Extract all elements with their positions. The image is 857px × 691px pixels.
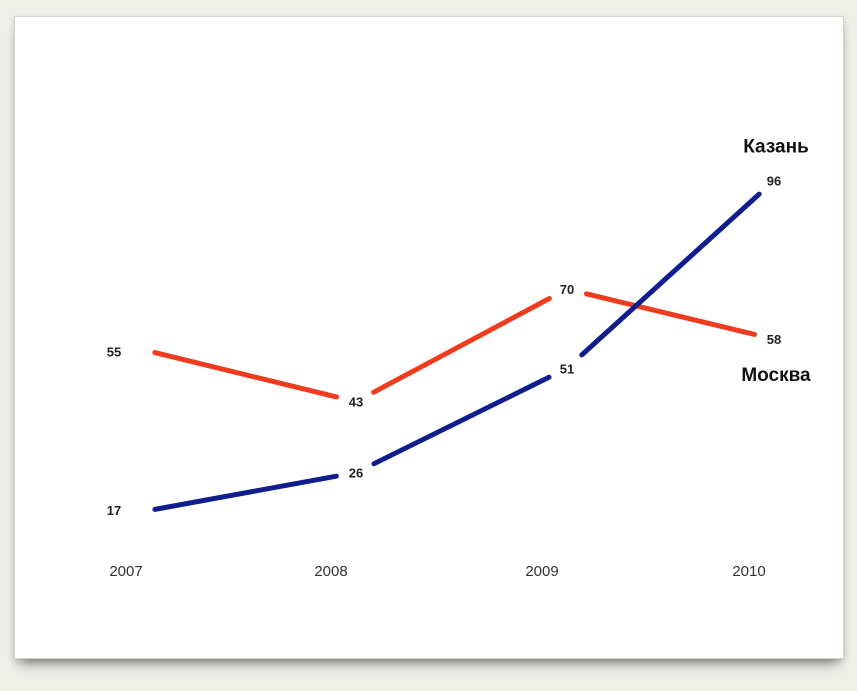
- value-label-series-1-2009: 51: [560, 361, 574, 376]
- x-tick-label-2008: 2008: [314, 563, 347, 580]
- series-1-segment-1: [371, 374, 552, 467]
- series-label-москва: Москва: [741, 365, 811, 386]
- series-name-labels: Москва Казань: [741, 137, 811, 386]
- value-label-series-0-2009: 70: [560, 282, 574, 297]
- value-label-series-1-2007: 17: [107, 503, 121, 518]
- series-0-segment-1: [371, 296, 552, 395]
- value-label-series-1-2008: 26: [349, 466, 363, 481]
- series-lines: [152, 191, 762, 512]
- line-chart: 55 43 70 58 17 26 51 96 2007 2008 2009 2010 Москва…: [107, 137, 811, 580]
- x-axis-labels: 2007 2008 2009 2010: [109, 563, 765, 580]
- value-label-series-0-2008: 43: [349, 395, 363, 410]
- series-0-segment-0: [152, 350, 340, 400]
- x-tick-label-2010: 2010: [732, 563, 765, 580]
- series-1-segment-0: [152, 473, 339, 512]
- value-label-series-0-2010: 58: [767, 332, 781, 347]
- chart-card: 55 43 70 58 17 26 51 96 2007 2008 2009 2010 Москва…: [14, 16, 844, 659]
- value-label-series-0-2007: 55: [107, 345, 121, 360]
- value-labels: 55 43 70 58 17 26 51 96: [107, 174, 781, 518]
- value-label-series-1-2010: 96: [767, 174, 781, 189]
- series-1-segment-2: [579, 191, 762, 358]
- series-label-казань: Казань: [743, 137, 809, 158]
- series-0-segment-2: [583, 291, 758, 337]
- x-tick-label-2007: 2007: [109, 563, 142, 580]
- x-tick-label-2009: 2009: [525, 563, 558, 580]
